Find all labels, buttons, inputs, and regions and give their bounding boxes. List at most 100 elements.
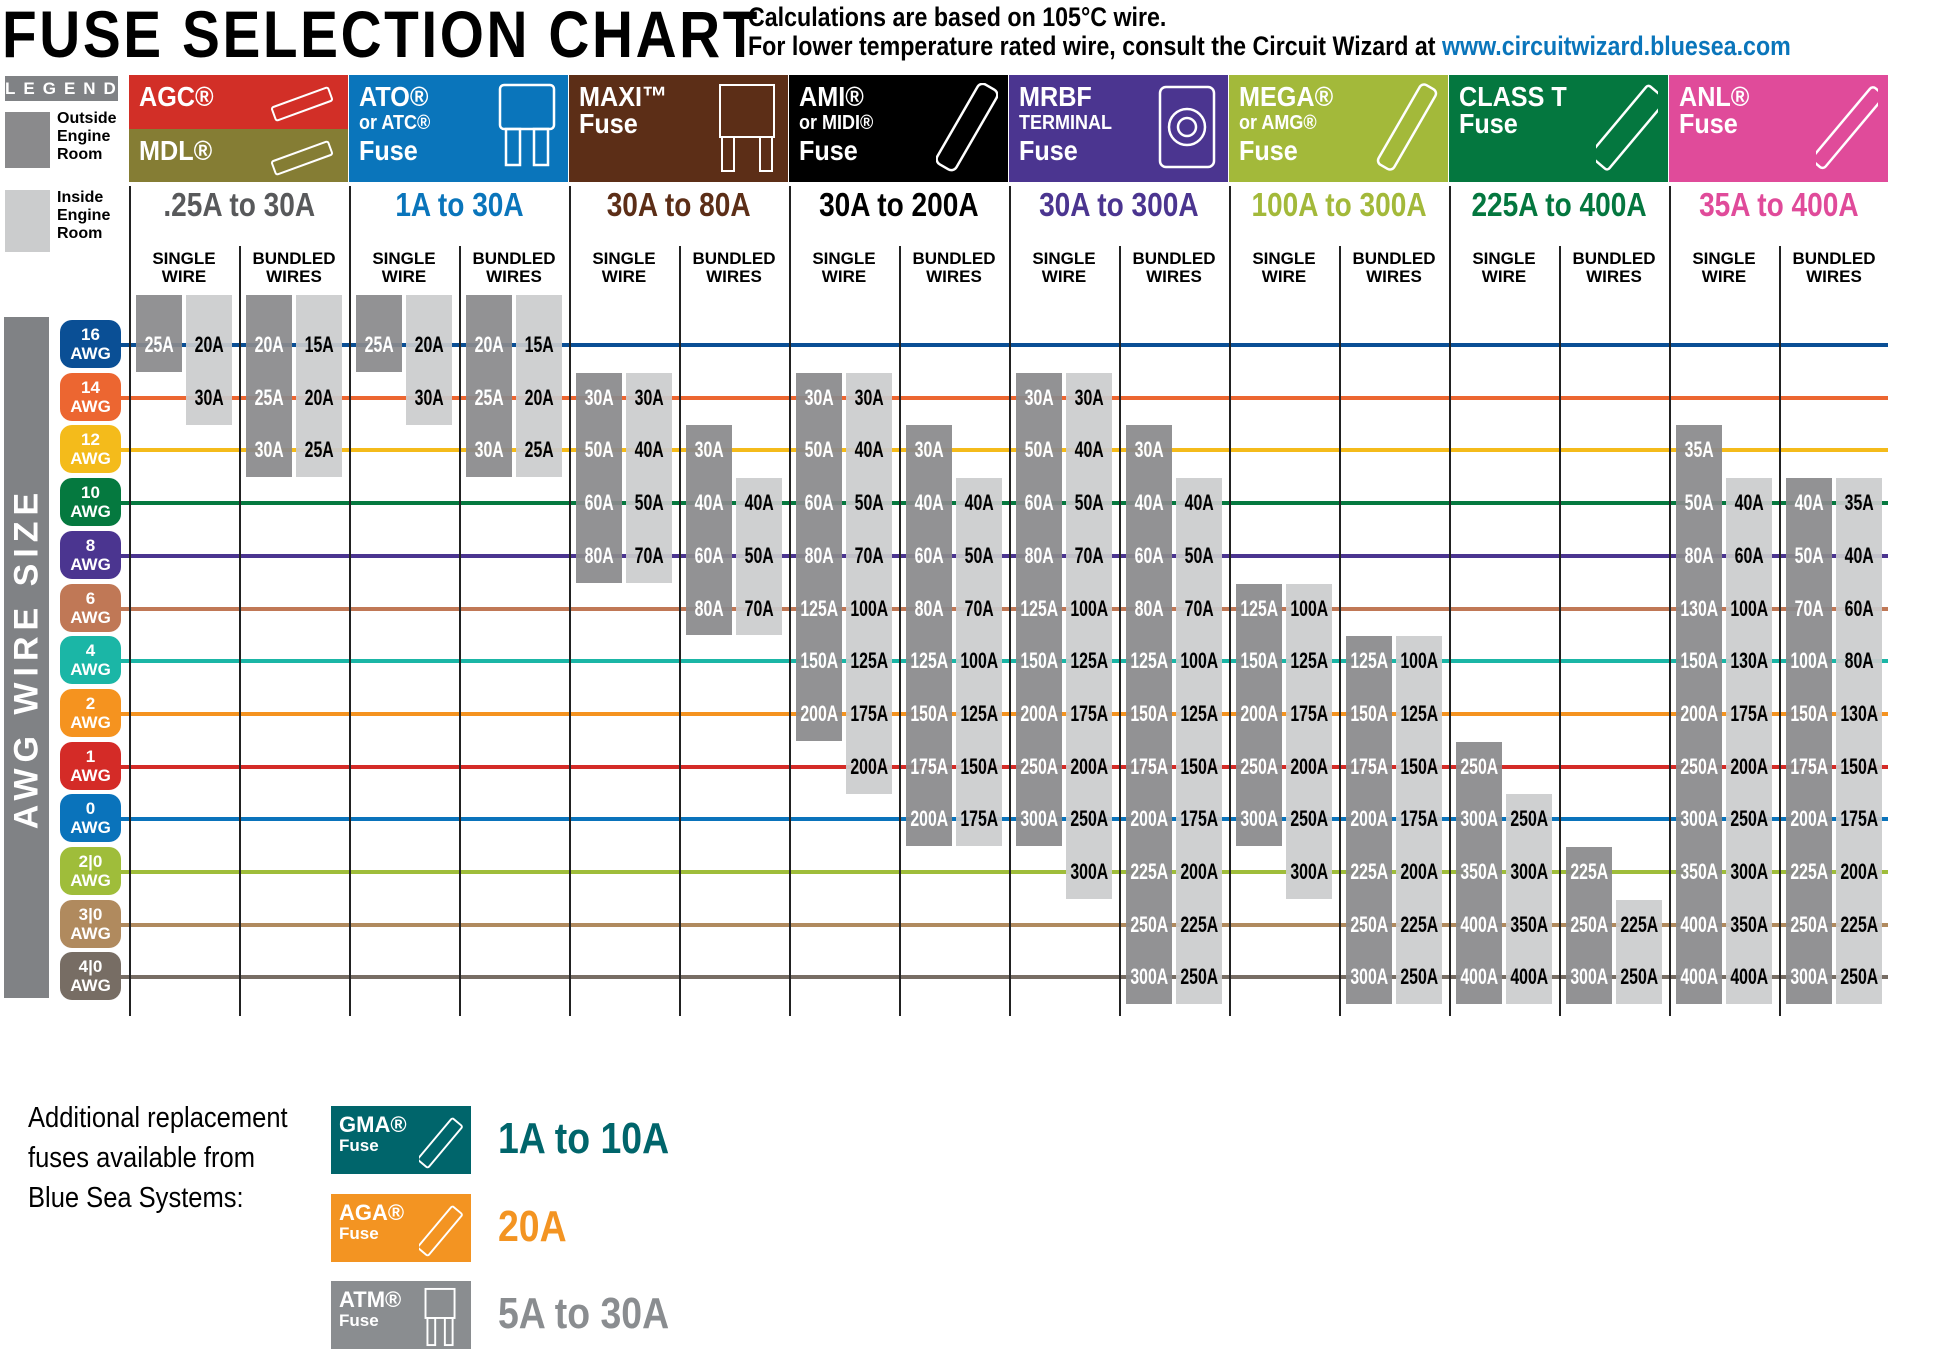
footer-fuse-range: 1A to 10A	[498, 1114, 670, 1163]
row-line-8-awg	[121, 553, 1888, 558]
single-outside-range-bar	[1676, 425, 1722, 1005]
bundled-inside-range-bar	[1836, 478, 1882, 1005]
awg-badge-16: 16 AWG	[60, 320, 121, 368]
fuse-rating-value: 30A	[1074, 384, 1104, 410]
fuse-rating-value: 400A	[1460, 911, 1498, 937]
fuse-rating-value: 400A	[1730, 964, 1768, 990]
fuse-rating-value: 300A	[1130, 964, 1168, 990]
footer-fuse-atm: ATM® Fuse	[331, 1281, 471, 1349]
fuse-rating-value: 350A	[1510, 911, 1548, 937]
fuse-rating-value: 30A	[584, 384, 614, 410]
fuse-rating-value: 250A	[1400, 964, 1438, 990]
awg-gauge: 0	[85, 799, 96, 819]
awg-unit: AWG	[70, 660, 111, 680]
fuse-name-line: TERMINAL	[1019, 112, 1112, 134]
fuse-range: .25A to 30A	[129, 186, 349, 226]
fuse-rating-value: 100A	[1790, 648, 1828, 674]
fuse-rating-value: 150A	[1180, 753, 1218, 779]
fuse-rating-value: 250A	[1240, 753, 1278, 779]
fuse-rating-value: 200A	[1400, 859, 1438, 884]
fuse-rating-value: 400A	[1510, 964, 1548, 990]
single-outside-range-bar	[796, 372, 842, 741]
bundled-outside-range-bar	[1126, 425, 1172, 1005]
fuse-rating-value: 20A	[474, 332, 504, 357]
footer-fuse-icon	[419, 1117, 463, 1169]
fuse-rating-value: 175A	[1130, 753, 1168, 779]
bolt-down-fuse-icon	[936, 83, 998, 172]
fuse-name-line: ANL®	[1679, 81, 1750, 112]
column-divider	[129, 186, 131, 1016]
footer-fuse-range: 20A	[498, 1202, 567, 1251]
inside-label: Inside Engine Room	[57, 189, 111, 242]
awg-gauge: 6	[85, 588, 96, 608]
fuse-rating-value: 25A	[254, 384, 284, 410]
fuse-rating-value: 40A	[1734, 490, 1764, 516]
awg-unit: AWG	[70, 871, 111, 890]
single-wire-label: SINGLE WIRE	[152, 249, 216, 286]
fuse-rating-value: 130A	[1840, 700, 1878, 726]
awg-gauge: 1	[85, 746, 96, 766]
fuse-rating-value: 250A	[1070, 806, 1108, 832]
single-wire-label: SINGLE WIRE	[812, 249, 876, 286]
fuse-rating-value: 80A	[694, 595, 724, 621]
row-line-0-awg	[121, 817, 1888, 822]
fuse-rating-value: 150A	[1680, 648, 1718, 674]
fuse-rating-value: 300A	[1730, 859, 1768, 884]
single-outside-range-bar	[1456, 741, 1502, 1005]
fuse-rating-value: 150A	[1790, 700, 1828, 726]
fuse-rating-value: 250A	[1790, 911, 1828, 937]
fuse-rating-value: 250A	[1290, 806, 1328, 832]
single-outside-range-bar	[1016, 372, 1062, 847]
glass-tube-fuse-icon	[270, 86, 334, 122]
circuit-wizard-link[interactable]: www.circuitwizard.bluesea.com	[1441, 31, 1791, 61]
fuse-rating-value: 60A	[914, 542, 944, 568]
fuse-name-line: MDL®	[139, 134, 213, 166]
awg-badge-14: 14 AWG	[60, 372, 121, 421]
fuse-rating-value: 125A	[1020, 595, 1058, 621]
fuse-range-text: .25A to 30A	[163, 186, 315, 223]
fuse-name-line: Fuse	[579, 108, 638, 139]
footer-line: Blue Sea Systems:	[28, 1182, 244, 1214]
fuse-rating-value: 175A	[1790, 753, 1828, 779]
fuse-name-line: ATO®	[359, 81, 429, 112]
fuse-rating-value: 175A	[960, 806, 998, 832]
fuse-rating-value: 350A	[1460, 859, 1498, 884]
awg-gauge: 8	[85, 535, 96, 555]
row-line-12-awg	[121, 448, 1888, 453]
fuse-name-line: or MIDI®	[799, 112, 874, 134]
fuse-range-text: 225A to 400A	[1471, 186, 1647, 223]
fuse-name-line: CLASS T	[1459, 81, 1567, 112]
fuse-rating-value: 25A	[304, 437, 334, 463]
legend-title: LEGEND	[5, 76, 118, 101]
footer-fuse-sub: Fuse	[339, 1311, 379, 1330]
fuse-rating-value: 20A	[194, 332, 224, 357]
subcolumn-divider	[1119, 246, 1121, 1016]
footer-fuse-name: AGA®	[339, 1200, 405, 1225]
fuse-rating-value: 250A	[1180, 964, 1218, 990]
fuse-rating-value: 200A	[1240, 700, 1278, 726]
single-inside-range-bar	[626, 372, 672, 583]
awg-unit: AWG	[70, 976, 111, 996]
fuse-range: 30A to 300A	[1009, 186, 1229, 226]
bundled-wires-label: BUNDLED WIRES	[252, 249, 336, 286]
column-divider	[349, 186, 351, 1016]
subtitle-line-2: For lower temperature rated wire, consul…	[748, 31, 1791, 62]
bundled-outside-range-bar	[686, 425, 732, 636]
fuse-range: 30A to 200A	[789, 186, 1009, 226]
fuse-rating-value: 200A	[1840, 859, 1878, 884]
bundled-wires-label: BUNDLED WIRES	[472, 249, 556, 286]
awg-gauge: 4	[85, 641, 96, 661]
row-line-10-awg	[121, 501, 1888, 506]
fuse-rating-value: 150A	[1400, 753, 1438, 779]
fuse-rating-value: 225A	[1790, 859, 1828, 884]
row-line-2-0-awg	[121, 870, 1888, 874]
fuse-rating-value: 350A	[1680, 859, 1718, 884]
fuse-rating-value: 200A	[1290, 753, 1328, 779]
fuse-rating-value: 150A	[1240, 648, 1278, 674]
footer-text: Additional replacement fuses available f…	[28, 1098, 323, 1218]
fuse-rating-value: 30A	[694, 437, 724, 463]
awg-gauge: 10	[81, 483, 100, 503]
fuse-rating-value: 175A	[1070, 700, 1108, 726]
fuse-rating-value: 70A	[744, 595, 774, 621]
fuse-rating-value: 60A	[694, 542, 724, 568]
